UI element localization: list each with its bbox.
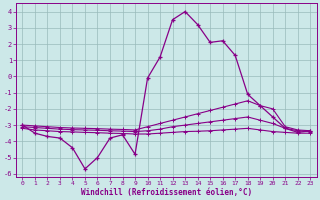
X-axis label: Windchill (Refroidissement éolien,°C): Windchill (Refroidissement éolien,°C) (81, 188, 252, 197)
